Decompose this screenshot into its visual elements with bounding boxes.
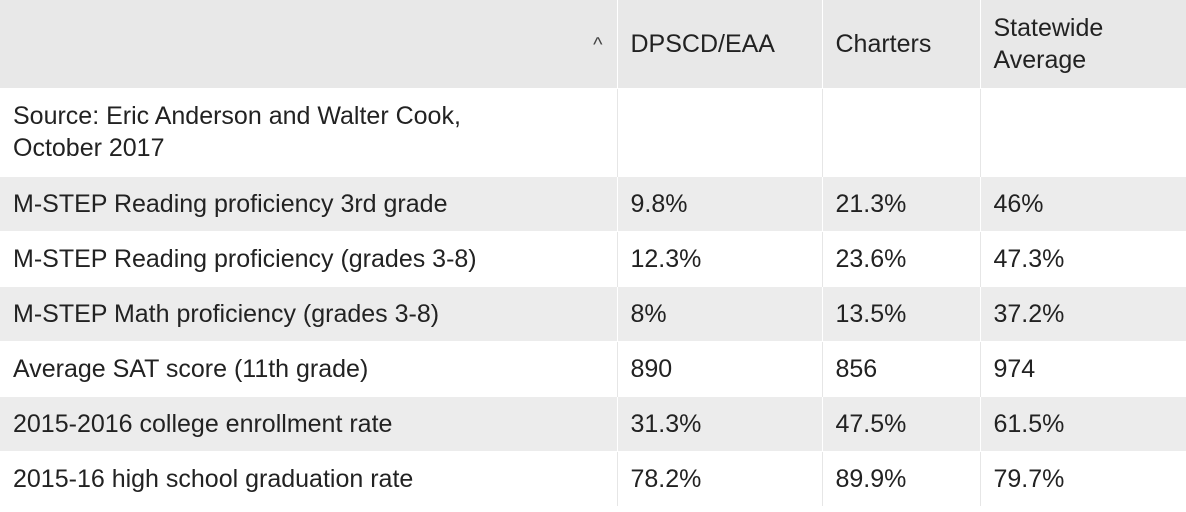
- cell-charters: 89.9%: [822, 450, 981, 506]
- header-charters[interactable]: Charters: [822, 0, 981, 88]
- cell-dpscd-eaa: 9.8%: [617, 175, 823, 231]
- row-label: M-STEP Reading proficiency (grades 3-8): [0, 230, 618, 286]
- source-line1: Source: Eric Anderson and Walter Cook,: [13, 102, 461, 130]
- cell-dpscd-eaa: 12.3%: [617, 230, 823, 286]
- table-row: M-STEP Math proficiency (grades 3-8) 8% 13…: [0, 285, 1186, 341]
- row-label: M-STEP Reading proficiency 3rd grade: [0, 175, 618, 231]
- cell-charters: 21.3%: [822, 175, 981, 231]
- empty-cell: [617, 87, 823, 176]
- cell-charters: 23.6%: [822, 230, 981, 286]
- header-label-column[interactable]: ^: [0, 0, 618, 88]
- cell-charters: 47.5%: [822, 395, 981, 451]
- row-label: M-STEP Math proficiency (grades 3-8): [0, 285, 618, 341]
- empty-cell: [822, 87, 981, 176]
- source-row: Source: Eric Anderson and Walter Cook, O…: [0, 87, 1186, 176]
- table-row: Average SAT score (11th grade) 890 856 974: [0, 340, 1186, 396]
- cell-charters: 13.5%: [822, 285, 981, 341]
- cell-dpscd-eaa: 890: [617, 340, 823, 396]
- table-row: M-STEP Reading proficiency 3rd grade 9.8%…: [0, 175, 1186, 231]
- empty-cell: [980, 87, 1186, 176]
- cell-dpscd-eaa: 31.3%: [617, 395, 823, 451]
- table-row: 2015-16 high school graduation rate 78.2%…: [0, 450, 1186, 506]
- table-row: M-STEP Reading proficiency (grades 3-8) 1…: [0, 230, 1186, 286]
- cell-statewide-average: 46%: [980, 175, 1186, 231]
- header-statewide-line2: Average: [993, 45, 1087, 74]
- cell-statewide-average: 47.3%: [980, 230, 1186, 286]
- cell-statewide-average: 37.2%: [980, 285, 1186, 341]
- cell-dpscd-eaa: 78.2%: [617, 450, 823, 506]
- cell-statewide-average: 974: [980, 340, 1186, 396]
- row-label: 2015-16 high school graduation rate: [0, 450, 618, 506]
- source-line2: October 2017: [13, 134, 165, 162]
- row-label: 2015-2016 college enrollment rate: [0, 395, 618, 451]
- cell-charters: 856: [822, 340, 981, 396]
- table-row: 2015-2016 college enrollment rate 31.3% 47…: [0, 395, 1186, 451]
- header-row: ^ DPSCD/EAA Charters Statewide Average: [0, 0, 1186, 88]
- header-dpscd-eaa[interactable]: DPSCD/EAA: [617, 0, 823, 88]
- source-cell: Source: Eric Anderson and Walter Cook, O…: [0, 87, 618, 176]
- header-statewide-line1: Statewide: [993, 13, 1104, 42]
- row-label: Average SAT score (11th grade): [0, 340, 618, 396]
- header-statewide-average[interactable]: Statewide Average: [980, 0, 1186, 88]
- cell-dpscd-eaa: 8%: [617, 285, 823, 341]
- chevron-up-icon[interactable]: ^: [593, 33, 603, 56]
- cell-statewide-average: 61.5%: [980, 395, 1186, 451]
- cell-statewide-average: 79.7%: [980, 450, 1186, 506]
